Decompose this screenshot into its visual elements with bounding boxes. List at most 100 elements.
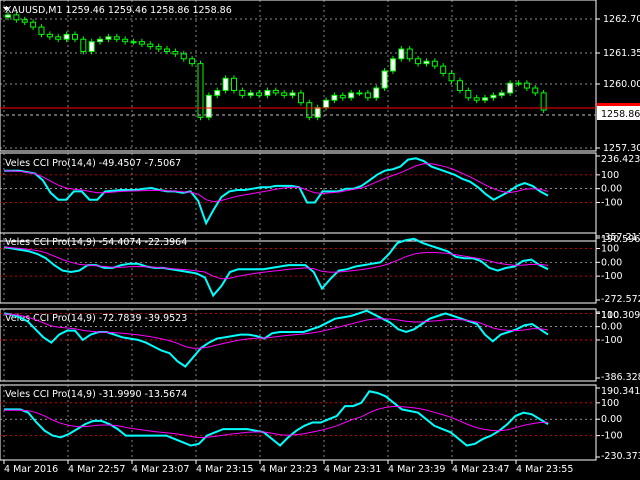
cci-fast-line [3,237,549,298]
candle-body [423,60,430,65]
symbol-title: XAUUSD,M1 1259.46 1259.46 1258.86 1258.8… [5,5,232,16]
collapse-icon[interactable] [3,7,9,11]
price-label: 1262.70 [603,14,640,25]
candle-body [306,102,313,118]
candle-body [5,14,11,18]
candle-body [415,58,422,65]
price-pane[interactable]: XAUUSD,M1 1259.46 1259.46 1258.86 1258.8… [0,0,597,152]
indicator-axis-label: 0.00 [601,414,622,425]
candle-body [122,38,129,43]
current-price-tag [597,106,640,120]
cci-slow-line [3,246,549,280]
candle-body [364,92,371,99]
indicator-axis-label: -272.5728 [601,294,640,305]
candle-body [490,94,497,99]
candle-body [323,99,330,109]
indicator-axis-label: 0.00 [601,184,622,195]
cci-fast-line [3,309,549,368]
indicator-axis-label: 190.3418 [601,386,640,397]
candle-body [205,94,212,118]
candle-body [172,50,179,55]
candle-body [30,21,37,28]
candle-body [197,63,204,118]
indicator-axis-label: -100 [601,197,623,208]
time-label: 4 Mar 23:07 [132,464,189,475]
time-axis[interactable]: 4 Mar 2016 4 Mar 22:57 4 Mar 23:07 4 Mar 23… [0,459,596,475]
price-pane-border [0,0,597,152]
candle-body [113,36,120,40]
candle-body [71,33,78,40]
candle-body [465,89,472,99]
candle-body [239,89,246,96]
candle-body [247,92,254,96]
time-label: 4 Mar 23:15 [196,464,253,475]
time-label: 4 Mar 23:23 [260,464,317,475]
candle-body [389,58,396,72]
indicator-pane-3[interactable]: Veles CCI Pro(14,9) -72.7839 -39.9523 11… [0,308,640,383]
cci-fast-line [4,157,549,226]
indicator-axis-label: -230.3737 [601,451,640,462]
indicator-axis-label: 100 [601,398,619,409]
candle-body [532,87,539,94]
candle-body [180,53,187,60]
candles-group [5,11,547,121]
candle-body [130,41,137,44]
cci-fast-line [4,390,549,447]
candle-body [230,77,237,91]
candle-body [97,38,104,43]
candle-body [281,92,288,96]
time-label: 4 Mar 23:39 [388,464,445,475]
indicator-label: Veles CCI Pro(14,9) -31.9990 -13.5674 [5,389,187,400]
candle-body [398,48,405,60]
candle-body [55,36,62,40]
time-label: 4 Mar 2016 [4,464,58,475]
indicator-axis-label: -386.3283 [601,372,640,383]
candle-body [473,97,480,101]
indicator-axis-label: 110.3097 [601,310,640,321]
time-label: 4 Mar 23:55 [516,464,573,475]
bid-price-marker [597,103,640,106]
candle-body [331,94,338,101]
indicator-label: Veles CCI Pro(14,9) -72.7839 -39.9523 [5,313,187,324]
candle-body [272,89,279,94]
candle-body [105,36,112,40]
candle-body [523,82,530,89]
indicator-axis-label: 100 [601,244,619,255]
candle-body [431,60,438,67]
time-label: 4 Mar 23:47 [452,464,509,475]
price-axis[interactable]: 1262.70 1261.35 1260.00 1257.30 1258.86 [596,14,640,154]
indicator-label: Veles CCI Pro(14,9) -54.4074 -22.3964 [5,237,187,248]
candle-body [38,26,45,35]
candle-body [515,82,522,85]
indicator-axis-label: 0.00 [601,322,622,333]
candle-body [138,41,145,45]
candle-body [63,33,70,40]
price-label: 1257.30 [603,143,640,154]
candle-body [356,92,363,95]
indicator-axis-label: 100 [601,310,619,321]
indicator-pane-1[interactable]: Veles CCI Pro(14,4) -49.4507 -7.5067 236… [0,152,640,243]
candle-body [540,92,547,111]
price-label: 1261.35 [603,48,640,59]
indicator-axis-label: -100 [601,271,623,282]
candle-body [482,97,489,101]
candle-body [264,89,271,96]
indicator-pane-2[interactable]: Veles CCI Pro(14,9) -54.4074 -22.3964 19… [0,232,640,305]
indicator-axis-label: 100 [601,170,619,181]
time-label: 4 Mar 22:57 [68,464,125,475]
current-price-text: 1258.86 [601,109,640,120]
candle-body [339,94,346,99]
price-label: 1260.00 [603,79,640,90]
candle-body [80,38,87,52]
candle-body [373,87,380,99]
cci-slow-line [3,163,549,203]
candle-body [406,48,413,60]
indicator-axis-label: 0.00 [601,257,622,268]
candle-body [381,70,388,89]
candle-body [13,14,20,21]
candle-body [289,92,296,96]
cci-slow-line [3,313,549,349]
indicator-axis-label: -100 [601,335,623,346]
